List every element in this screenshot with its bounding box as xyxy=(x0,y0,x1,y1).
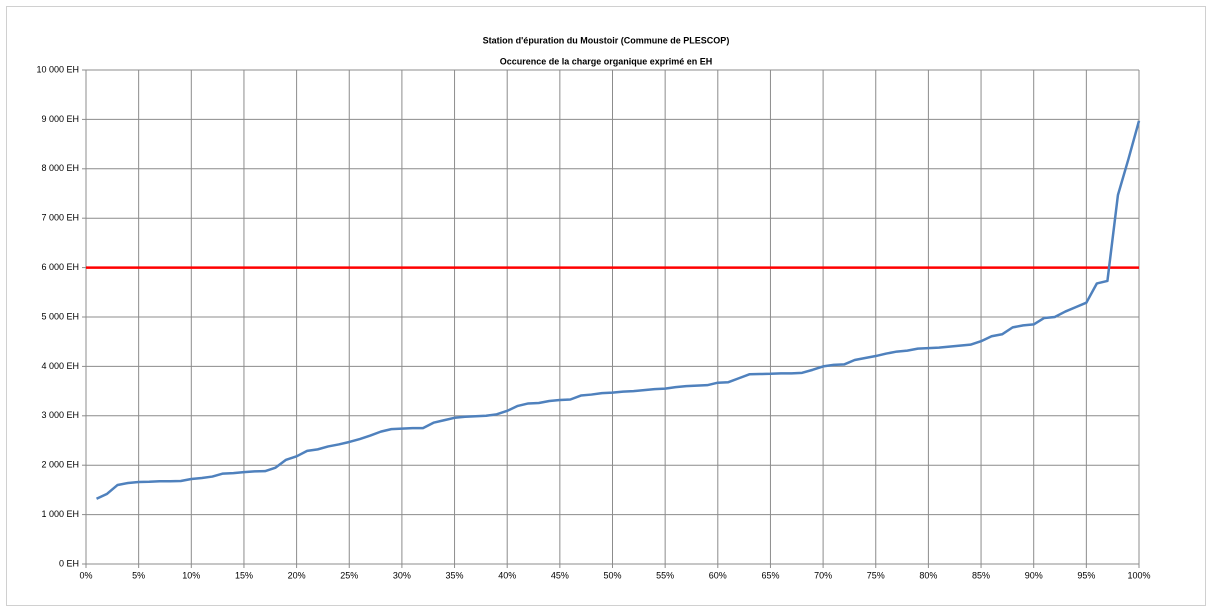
y-tick-label: 4 000 EH xyxy=(41,361,79,371)
y-tick-label: 9 000 EH xyxy=(41,114,79,124)
x-tick-label: 25% xyxy=(340,570,358,580)
x-tick-label: 45% xyxy=(551,570,569,580)
y-tick-label: 8 000 EH xyxy=(41,163,79,173)
y-tick-label: 6 000 EH xyxy=(41,262,79,272)
x-tick-label: 55% xyxy=(656,570,674,580)
y-tick-label: 7 000 EH xyxy=(41,213,79,223)
y-tick-label: 2 000 EH xyxy=(41,460,79,470)
y-tick-label: 1 000 EH xyxy=(41,509,79,519)
y-tick-label: 10 000 EH xyxy=(36,64,79,74)
x-tick-label: 5% xyxy=(132,570,145,580)
x-tick-label: 100% xyxy=(1127,570,1150,580)
chart-frame xyxy=(6,6,1206,606)
x-tick-label: 20% xyxy=(288,570,306,580)
x-tick-label: 95% xyxy=(1077,570,1095,580)
chart-subtitle: Occurence de la charge organique exprimé… xyxy=(500,56,713,66)
y-tick-label: 5 000 EH xyxy=(41,311,79,321)
x-tick-label: 75% xyxy=(867,570,885,580)
x-tick-label: 80% xyxy=(919,570,937,580)
x-tick-label: 15% xyxy=(235,570,253,580)
x-tick-label: 0% xyxy=(79,570,92,580)
y-tick-label: 3 000 EH xyxy=(41,410,79,420)
x-tick-label: 90% xyxy=(1025,570,1043,580)
x-tick-label: 40% xyxy=(498,570,516,580)
x-tick-label: 35% xyxy=(446,570,464,580)
x-tick-label: 70% xyxy=(814,570,832,580)
x-tick-label: 60% xyxy=(709,570,727,580)
data-line xyxy=(95,120,1141,500)
y-tick-label: 0 EH xyxy=(59,558,79,568)
x-tick-label: 30% xyxy=(393,570,411,580)
chart-title: Station d'épuration du Moustoir (Commune… xyxy=(483,35,730,45)
x-tick-label: 65% xyxy=(761,570,779,580)
x-tick-label: 10% xyxy=(182,570,200,580)
x-tick-label: 50% xyxy=(603,570,621,580)
x-tick-label: 85% xyxy=(972,570,990,580)
